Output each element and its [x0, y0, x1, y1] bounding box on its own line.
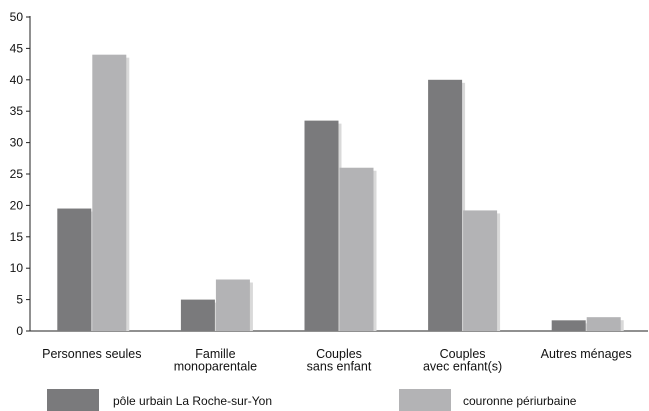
category-label: Couples avec enfant(s)	[423, 347, 502, 374]
bar	[551, 320, 586, 331]
category-label: Couples sans enfant	[307, 347, 372, 374]
legend-swatch	[399, 389, 451, 411]
legend-label: pôle urbain La Roche-sur-Yon	[113, 394, 272, 408]
bar	[215, 279, 250, 331]
legend-swatch	[47, 389, 99, 411]
bar	[339, 167, 374, 331]
category-labels: Personnes seules Famille monoparentale Coup…	[42, 347, 632, 374]
y-tick-label: 5	[16, 293, 23, 307]
y-tick-label: 25	[10, 167, 24, 181]
bar	[463, 210, 498, 331]
category-label: Personnes seules	[42, 347, 141, 361]
category-label: Famille monoparentale	[174, 347, 257, 374]
legend: pôle urbain La Roche-sur-Yon couronne pér…	[47, 389, 577, 411]
bar	[180, 299, 215, 331]
y-tick-label: 20	[10, 198, 24, 212]
bar	[92, 54, 127, 332]
y-tick-label: 35	[10, 104, 24, 118]
y-tick-label: 45	[10, 41, 24, 55]
bar	[428, 79, 463, 331]
axes: 0 5 10 15 20 25 30 35 40 45 50	[10, 10, 648, 338]
y-tick-label: 30	[10, 136, 24, 150]
y-tick-label: 10	[10, 261, 24, 275]
y-tick-label: 40	[10, 73, 24, 87]
legend-label: couronne périurbaine	[463, 394, 577, 408]
bars	[57, 54, 624, 332]
bar	[304, 120, 339, 332]
category-label: Autres ménages	[541, 347, 632, 361]
y-tick-label: 15	[10, 230, 24, 244]
bar	[586, 317, 621, 331]
y-tick-label: 50	[10, 10, 24, 24]
bar	[57, 208, 92, 331]
y-tick-label: 0	[16, 324, 23, 338]
